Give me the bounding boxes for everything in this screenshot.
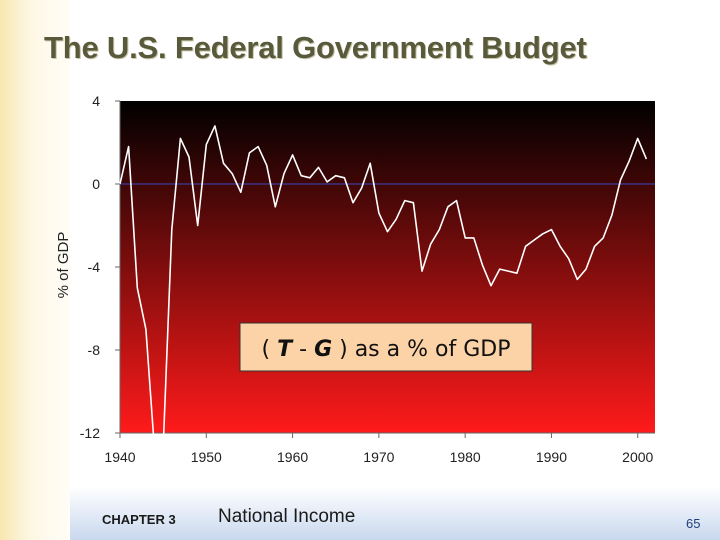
data-point	[533, 239, 535, 241]
data-point	[326, 181, 328, 183]
footer-band	[70, 486, 720, 540]
slide-title: The U.S. Federal Government Budget	[44, 30, 587, 65]
x-tick-label: 1990	[536, 449, 567, 465]
y-tick-label: 0	[92, 176, 100, 192]
data-point	[317, 166, 319, 168]
data-point	[628, 160, 630, 162]
data-point	[309, 177, 311, 179]
y-axis-label: % of GDP	[55, 232, 72, 299]
x-tick-label: 1950	[191, 449, 222, 465]
data-point	[447, 206, 449, 208]
data-point	[128, 146, 130, 148]
data-point	[352, 202, 354, 204]
left-decorative-stripes	[0, 0, 70, 540]
data-point	[645, 158, 647, 160]
data-point	[481, 264, 483, 266]
data-point	[421, 270, 423, 272]
data-point	[154, 449, 156, 451]
data-point	[292, 154, 294, 156]
data-point	[231, 173, 233, 175]
annotation-dash: -	[299, 337, 314, 362]
data-point	[637, 137, 639, 139]
data-point	[404, 200, 406, 202]
data-point	[395, 218, 397, 220]
annotation-box	[239, 322, 533, 372]
data-point	[464, 237, 466, 239]
data-point	[197, 225, 199, 227]
data-point	[179, 137, 181, 139]
data-point	[611, 214, 613, 216]
data-point	[378, 212, 380, 214]
data-point	[387, 231, 389, 233]
data-point	[499, 268, 501, 270]
data-point	[559, 245, 561, 247]
data-point	[542, 233, 544, 235]
annotation-suffix: ) as a % of GDP	[339, 337, 510, 362]
data-point	[240, 191, 242, 193]
annotation-var-g: G	[314, 337, 332, 362]
data-point	[490, 285, 492, 287]
annotation-prefix: (	[262, 337, 271, 362]
x-tick-label: 1980	[450, 449, 481, 465]
page-number: 65	[686, 516, 701, 531]
data-point	[145, 328, 147, 330]
data-point	[594, 245, 596, 247]
series-annotation: ( T - G ) as a % of GDP	[239, 322, 533, 372]
x-tick-label: 1960	[277, 449, 308, 465]
data-point	[257, 146, 259, 148]
data-point	[335, 175, 337, 177]
data-point	[576, 278, 578, 280]
data-point	[430, 243, 432, 245]
data-point	[223, 162, 225, 164]
x-tick-label: 2000	[622, 449, 653, 465]
y-tick-label: 4	[92, 93, 100, 109]
data-point	[412, 202, 414, 204]
y-tick-label: -12	[80, 425, 100, 441]
data-point	[205, 144, 207, 146]
y-tick-label: -4	[88, 259, 101, 275]
data-point	[619, 179, 621, 181]
budget-balance-line	[119, 125, 648, 451]
data-point	[507, 270, 509, 272]
data-point	[266, 164, 268, 166]
data-point	[361, 187, 363, 189]
data-point	[602, 237, 604, 239]
annotation-text: ( T - G ) as a % of GDP	[262, 337, 511, 362]
data-point	[438, 229, 440, 231]
plot-area-background	[120, 101, 655, 433]
data-point	[568, 258, 570, 260]
data-point	[162, 449, 164, 451]
footer-topic: National Income	[218, 506, 356, 527]
data-point	[171, 229, 173, 231]
data-point	[214, 125, 216, 127]
y-tick-label: -8	[88, 342, 101, 358]
annotation-var-t: T	[277, 337, 294, 362]
x-tick-label: 1970	[363, 449, 394, 465]
data-point	[516, 272, 518, 274]
data-point	[343, 177, 345, 179]
data-point	[188, 156, 190, 158]
data-point	[550, 229, 552, 231]
data-point	[456, 200, 458, 202]
data-point	[283, 173, 285, 175]
data-point	[136, 287, 138, 289]
x-tick-label: 1940	[104, 449, 135, 465]
data-point	[585, 268, 587, 270]
footer-chapter: CHAPTER 3	[102, 512, 176, 527]
data-point	[369, 162, 371, 164]
data-point	[274, 206, 276, 208]
data-point	[300, 175, 302, 177]
data-point	[525, 245, 527, 247]
data-point	[473, 237, 475, 239]
data-point	[248, 152, 250, 154]
